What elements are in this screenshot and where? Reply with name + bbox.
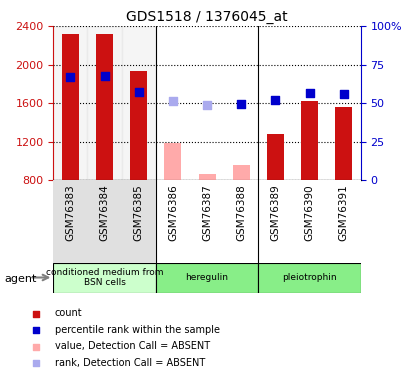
Bar	[232, 165, 249, 180]
Bar	[258, 26, 292, 180]
Text: GSM76389: GSM76389	[270, 184, 280, 241]
Text: GSM76385: GSM76385	[133, 184, 144, 241]
Text: pleiotrophin: pleiotrophin	[281, 273, 336, 282]
Text: value, Detection Call = ABSENT: value, Detection Call = ABSENT	[55, 342, 209, 351]
Bar	[87, 26, 121, 180]
Bar	[224, 180, 258, 262]
Bar	[266, 134, 283, 180]
Bar	[224, 26, 258, 180]
Point	[33, 310, 39, 316]
Point	[33, 360, 39, 366]
Text: GSM76390: GSM76390	[304, 184, 314, 241]
Text: agent: agent	[4, 274, 36, 284]
FancyBboxPatch shape	[53, 262, 155, 292]
Point	[339, 90, 346, 96]
FancyBboxPatch shape	[155, 262, 258, 292]
Bar	[189, 26, 224, 180]
Bar	[198, 174, 215, 180]
Bar	[62, 34, 79, 180]
Bar	[96, 34, 113, 180]
Point	[101, 73, 108, 79]
Text: GSM76384: GSM76384	[99, 184, 109, 241]
Bar	[258, 180, 292, 262]
Point	[203, 102, 210, 108]
Text: count: count	[55, 309, 82, 318]
Text: GSM76387: GSM76387	[202, 184, 211, 241]
Point	[33, 327, 39, 333]
Bar	[164, 142, 181, 180]
Bar	[155, 180, 189, 262]
Bar	[326, 26, 360, 180]
FancyBboxPatch shape	[258, 262, 360, 292]
Bar	[155, 26, 189, 180]
Point	[169, 98, 176, 104]
Bar	[189, 180, 224, 262]
Text: rank, Detection Call = ABSENT: rank, Detection Call = ABSENT	[55, 358, 204, 368]
Text: heregulin: heregulin	[185, 273, 228, 282]
Point	[272, 97, 278, 103]
Point	[237, 101, 244, 107]
Text: conditioned medium from
BSN cells: conditioned medium from BSN cells	[46, 268, 163, 287]
Bar	[53, 26, 87, 180]
Bar	[87, 180, 121, 262]
Text: GSM76386: GSM76386	[167, 184, 178, 241]
Text: percentile rank within the sample: percentile rank within the sample	[55, 325, 219, 335]
Text: GSM76388: GSM76388	[236, 184, 246, 241]
Bar	[53, 180, 87, 262]
Point	[67, 74, 74, 80]
Bar	[121, 26, 155, 180]
Title: GDS1518 / 1376045_at: GDS1518 / 1376045_at	[126, 10, 287, 24]
Bar	[326, 180, 360, 262]
Bar	[292, 180, 326, 262]
Point	[135, 88, 142, 94]
Point	[33, 344, 39, 350]
Text: GSM76383: GSM76383	[65, 184, 75, 241]
Text: GSM76391: GSM76391	[338, 184, 348, 241]
Bar	[121, 180, 155, 262]
Bar	[292, 26, 326, 180]
Bar	[130, 71, 147, 180]
Bar	[300, 101, 317, 180]
Point	[306, 90, 312, 96]
Bar	[334, 107, 351, 180]
